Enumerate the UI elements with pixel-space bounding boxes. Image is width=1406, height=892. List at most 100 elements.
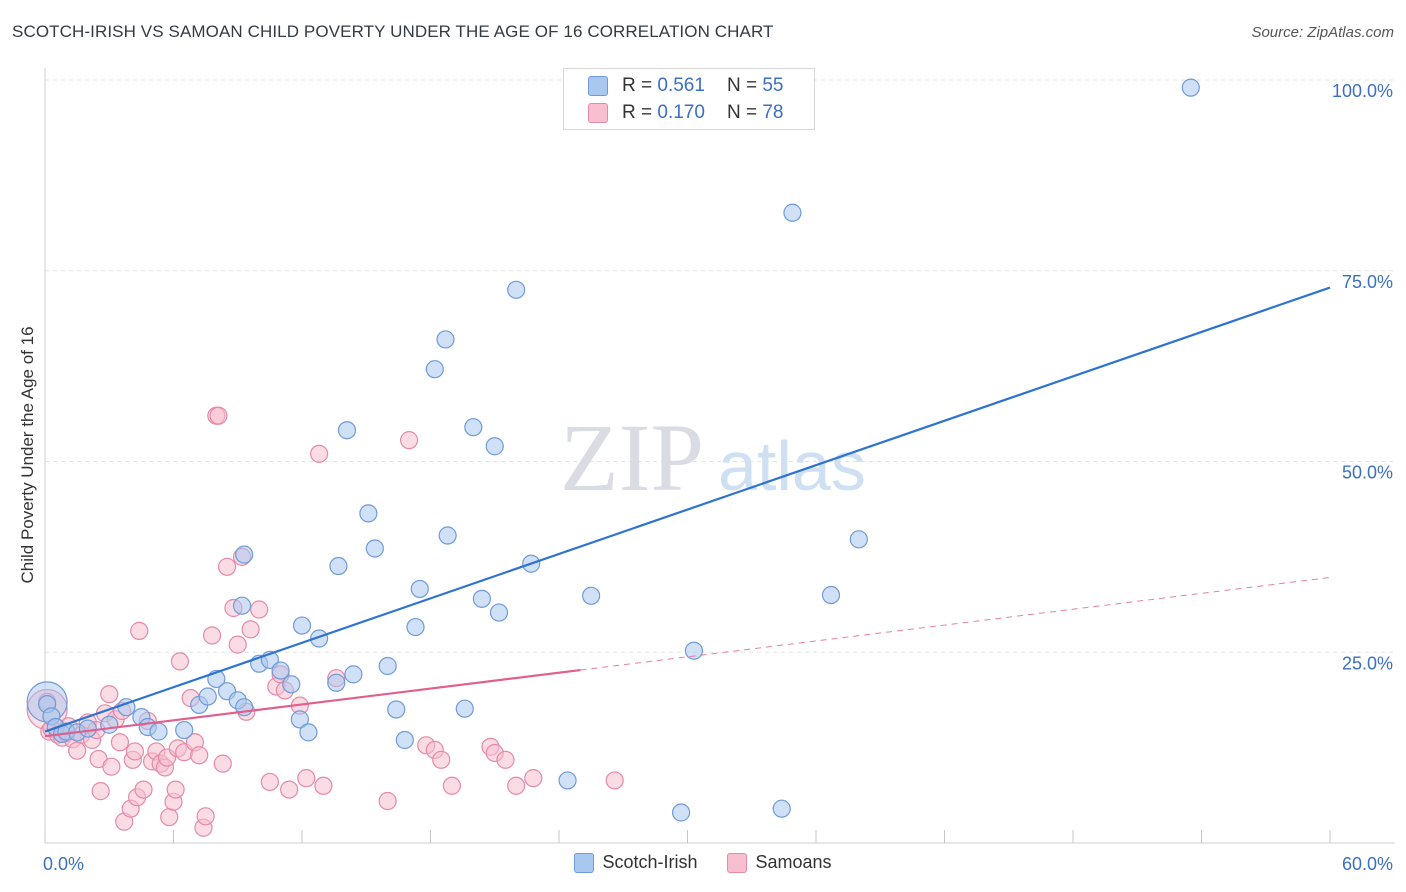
y-tick-label: 25.0% bbox=[1342, 653, 1393, 673]
samoans-point bbox=[228, 635, 247, 654]
r-value: 0.170 bbox=[657, 102, 705, 123]
n-value: 78 bbox=[762, 102, 784, 123]
samoans-point bbox=[190, 746, 209, 765]
scotch-irish-points bbox=[26, 78, 1200, 822]
r-label: R = bbox=[622, 75, 653, 96]
legend-item-samoans[interactable]: Samoans bbox=[727, 852, 832, 873]
scotch-irish-point bbox=[359, 504, 378, 523]
scotch-irish-point bbox=[282, 675, 301, 694]
samoans-point bbox=[378, 791, 397, 811]
samoans-point bbox=[241, 620, 260, 639]
samoans-points bbox=[26, 406, 624, 837]
scotch-irish-point bbox=[464, 418, 483, 437]
n-label: N = bbox=[726, 75, 758, 96]
y-tick-label: 50.0% bbox=[1342, 463, 1393, 483]
samoans-point bbox=[310, 444, 329, 463]
samoans-point bbox=[250, 600, 269, 619]
x-tick-label: 0.0% bbox=[43, 854, 84, 874]
y-tick-label: 75.0% bbox=[1342, 272, 1393, 292]
r-label: R = bbox=[622, 102, 653, 123]
samoans-point bbox=[130, 621, 149, 640]
samoans-point bbox=[524, 769, 543, 788]
samoans-point bbox=[102, 757, 121, 776]
scotch-irish-point bbox=[489, 603, 509, 622]
samoans-point bbox=[196, 807, 215, 826]
y-tick-label: 100.0% bbox=[1332, 81, 1393, 101]
scotch-irish-point bbox=[507, 280, 526, 299]
samoans-point bbox=[297, 769, 316, 788]
series-legend: Scotch-Irish Samoans bbox=[0, 852, 1406, 873]
scotch-irish-point bbox=[198, 687, 217, 706]
scotch-irish-point bbox=[425, 360, 444, 379]
samoans-point bbox=[442, 776, 462, 795]
scotch-irish-point bbox=[395, 730, 414, 750]
tick-labels: 25.0% 50.0% 75.0% 100.0% 0.0% 60.0% bbox=[43, 81, 1393, 874]
scotch-irish-point bbox=[436, 330, 455, 349]
scotch-irish-point bbox=[78, 719, 97, 738]
samoans-point bbox=[202, 626, 222, 645]
samoans-point bbox=[399, 431, 419, 450]
samoans-point bbox=[209, 406, 228, 425]
watermark: ZIP atlas bbox=[560, 404, 866, 511]
x-tick-label: 60.0% bbox=[1342, 854, 1393, 874]
stats-row-samoans: R = 0.170 N = 78 bbox=[588, 102, 783, 124]
scotch-irish-point bbox=[149, 722, 168, 741]
scotch-irish-point bbox=[849, 530, 868, 549]
scotch-irish-legend-swatch bbox=[574, 852, 595, 873]
scotch-irish-point bbox=[558, 771, 577, 790]
samoans-point bbox=[605, 771, 624, 790]
r-value: 0.561 bbox=[657, 75, 705, 96]
scotch-irish-point bbox=[472, 589, 491, 608]
samoans-point bbox=[213, 754, 232, 773]
scotch-irish-point bbox=[299, 723, 318, 742]
samoans-point bbox=[260, 772, 279, 792]
scotch-irish-point bbox=[337, 421, 357, 440]
scotch-irish-trend-line bbox=[44, 286, 1331, 733]
samoans-swatch bbox=[588, 103, 608, 123]
scotch-irish-point bbox=[455, 699, 474, 718]
legend-item-scotch-irish[interactable]: Scotch-Irish bbox=[574, 852, 697, 873]
samoans-point bbox=[432, 750, 451, 769]
samoans-point bbox=[91, 782, 110, 801]
scotch-irish-point bbox=[684, 641, 704, 660]
legend-label: Samoans bbox=[755, 852, 832, 872]
scotch-irish-point bbox=[100, 715, 119, 734]
samoans-legend-swatch bbox=[727, 852, 748, 873]
scotch-irish-point bbox=[821, 585, 841, 605]
scotch-irish-point bbox=[235, 545, 254, 564]
scotch-irish-point bbox=[290, 710, 309, 729]
samoans-point bbox=[68, 741, 87, 760]
scotch-irish-point bbox=[1181, 78, 1200, 97]
scotch-irish-point bbox=[232, 596, 252, 615]
samoans-point bbox=[280, 780, 299, 799]
samoans-point bbox=[217, 557, 237, 576]
scotch-irish-point bbox=[772, 799, 791, 818]
samoans-point bbox=[166, 780, 185, 799]
samoans-point bbox=[100, 685, 119, 704]
grid-lines bbox=[45, 79, 1395, 653]
watermark-zip: ZIP bbox=[560, 404, 704, 511]
scotch-irish-point bbox=[582, 586, 601, 605]
samoans-point bbox=[134, 780, 153, 799]
scotch-irish-point bbox=[378, 656, 397, 676]
scotch-irish-point bbox=[271, 661, 290, 680]
scotch-irish-point bbox=[406, 617, 425, 637]
trend-lines bbox=[44, 286, 1331, 738]
scotch-irish-point bbox=[410, 579, 429, 599]
scotch-irish-point bbox=[329, 556, 348, 576]
source-label: Source: ZipAtlas.com bbox=[1251, 24, 1394, 41]
n-label: N = bbox=[726, 102, 758, 123]
watermark-atlas: atlas bbox=[718, 427, 866, 505]
stats-legend: R = 0.561 N = 55 R = 0.170 N = 78 bbox=[563, 68, 815, 130]
chart-title: SCOTCH-IRISH VS SAMOAN CHILD POVERTY UND… bbox=[12, 22, 774, 41]
scotch-irish-point bbox=[344, 665, 363, 684]
samoans-point bbox=[125, 742, 145, 761]
scotch-irish-swatch bbox=[588, 76, 608, 96]
n-value: 55 bbox=[762, 75, 784, 96]
samoans-trend-line-extension bbox=[580, 576, 1331, 671]
samoans-point bbox=[507, 776, 526, 795]
samoans-trend-line bbox=[44, 668, 581, 738]
scotch-irish-point bbox=[365, 539, 384, 558]
samoans-point bbox=[160, 807, 179, 827]
